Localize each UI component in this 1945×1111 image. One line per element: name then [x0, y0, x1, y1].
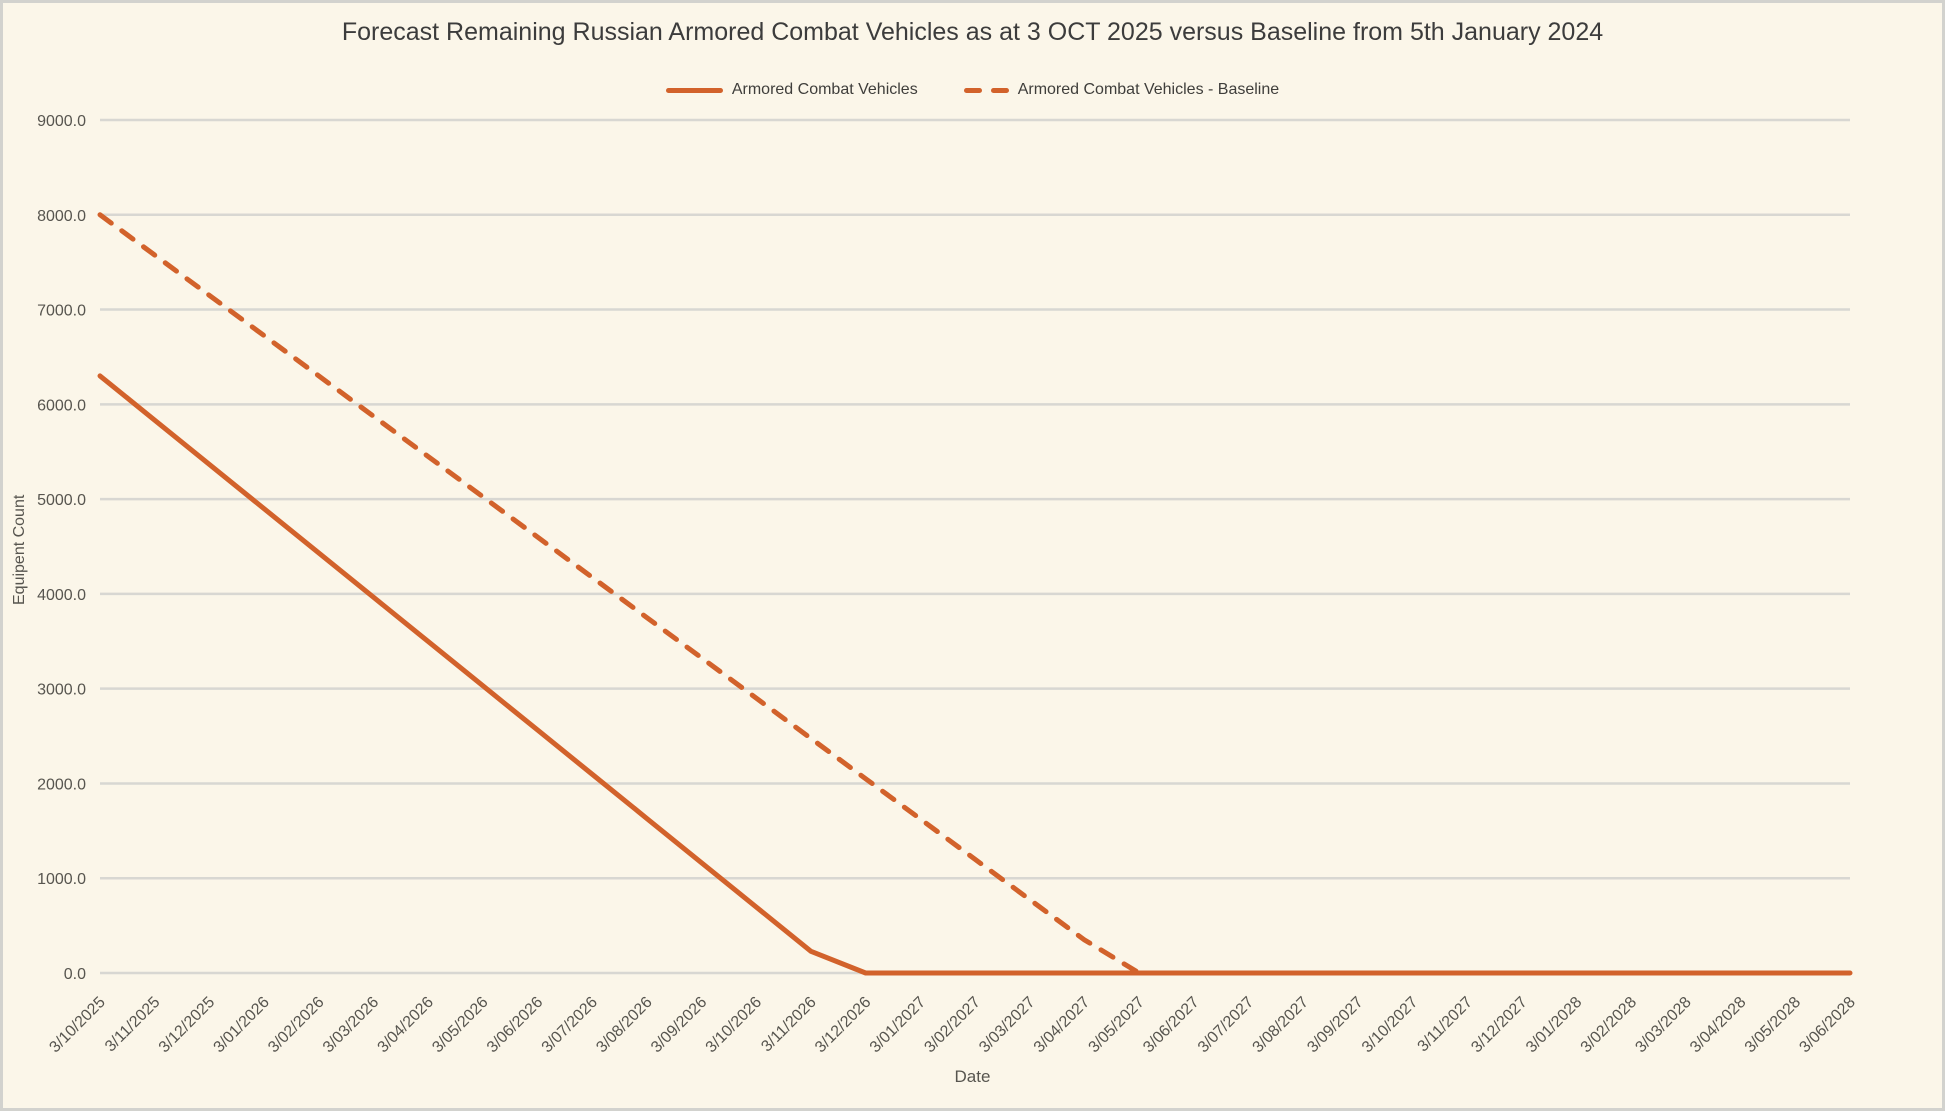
- x-tick-label: 3/05/2027: [1086, 994, 1148, 1056]
- x-tick-label: 3/05/2026: [429, 994, 491, 1056]
- legend: Armored Combat Vehicles Armored Combat V…: [3, 81, 1942, 99]
- dashed-line-swatch-icon: [963, 87, 1009, 93]
- legend-label-forecast: Armored Combat Vehicles: [731, 81, 918, 98]
- x-tick-label: 3/09/2026: [648, 994, 710, 1056]
- x-tick-label: 3/01/2026: [211, 994, 273, 1056]
- legend-item-forecast: Armored Combat Vehicles: [665, 81, 918, 99]
- x-tick-label: 3/02/2027: [921, 994, 983, 1056]
- x-tick-label: 3/07/2026: [539, 994, 601, 1056]
- x-tick-label: 3/03/2028: [1632, 994, 1694, 1056]
- x-tick-label: 3/10/2025: [46, 994, 108, 1056]
- x-tick-label: 3/03/2027: [976, 994, 1038, 1056]
- x-tick-label: 3/09/2027: [1304, 994, 1366, 1056]
- y-tick-label: 1000.0: [37, 871, 86, 888]
- solid-line-swatch-icon: [665, 87, 723, 93]
- x-tick-label: 3/12/2025: [156, 994, 218, 1056]
- x-tick-label: 3/08/2027: [1250, 994, 1312, 1056]
- x-tick-label: 3/06/2028: [1796, 994, 1858, 1056]
- x-tick-label: 3/04/2027: [1031, 994, 1093, 1056]
- series-line-baseline: [97, 212, 1853, 976]
- x-tick-label: 3/10/2027: [1359, 994, 1421, 1056]
- series-line-forecast: [97, 373, 1853, 976]
- y-tick-label: 4000.0: [37, 587, 86, 604]
- y-tick-label: 6000.0: [37, 397, 86, 414]
- x-tick-label: 3/04/2026: [375, 994, 437, 1056]
- y-tick-label: 0.0: [64, 966, 86, 983]
- y-tick-label: 9000.0: [37, 113, 86, 130]
- x-tick-label: 3/01/2027: [867, 994, 929, 1056]
- plot-area: 0.0 1000.0 2000.0 3000.0 4000.0 5000.0 6000.0 7…: [37, 113, 1859, 1056]
- x-tick-label: 3/08/2026: [593, 994, 655, 1056]
- x-tick-label: 3/12/2027: [1468, 994, 1530, 1056]
- y-tick-label: 5000.0: [37, 492, 86, 509]
- x-tick-label: 3/11/2026: [758, 994, 820, 1056]
- y-tick-label: 2000.0: [37, 776, 86, 793]
- x-tick-label: 3/02/2028: [1578, 994, 1640, 1056]
- x-tick-label: 3/07/2027: [1195, 994, 1257, 1056]
- x-tick-label: 3/06/2027: [1140, 994, 1202, 1056]
- y-tick-label: 7000.0: [37, 303, 86, 320]
- legend-label-baseline: Armored Combat Vehicles - Baseline: [1017, 81, 1280, 98]
- x-tick-label: 3/10/2026: [703, 994, 765, 1056]
- x-tick-label: 3/05/2028: [1742, 994, 1804, 1056]
- legend-item-baseline: Armored Combat Vehicles - Baseline: [963, 81, 1280, 99]
- x-tick-label: 3/06/2026: [484, 994, 546, 1056]
- x-axis-title: Date: [954, 1067, 991, 1086]
- x-tick-label: 3/01/2028: [1523, 994, 1585, 1056]
- y-tick-label: 8000.0: [37, 208, 86, 225]
- x-tick-label: 3/11/2025: [102, 994, 164, 1056]
- x-tick-label: 3/12/2026: [812, 994, 874, 1056]
- chart-title: Forecast Remaining Russian Armored Comba…: [341, 18, 1604, 46]
- x-tick-label: 3/11/2027: [1414, 994, 1476, 1056]
- x-tick-label: 3/04/2028: [1687, 994, 1749, 1056]
- x-tick-label: 3/03/2026: [320, 994, 382, 1056]
- x-tick-label: 3/02/2026: [265, 994, 327, 1056]
- y-tick-label: 3000.0: [37, 682, 86, 699]
